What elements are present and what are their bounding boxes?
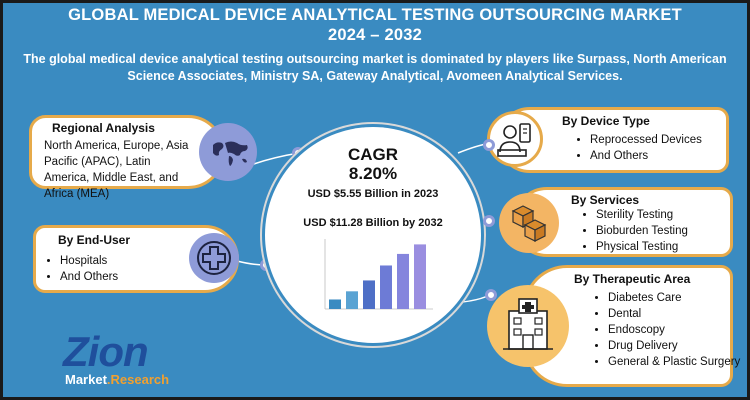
- cagr-value: 8.20%: [348, 164, 398, 183]
- therapeutic-item-dental: Dental: [608, 306, 747, 322]
- end-user-item-hospitals: Hospitals: [60, 253, 118, 269]
- end-user-title: By End-User: [58, 233, 131, 247]
- chart-bar-1: [329, 299, 341, 309]
- chart-bar-6: [414, 244, 426, 309]
- logo-research: Research: [110, 372, 170, 387]
- services-icon-circle: [499, 193, 559, 253]
- device-type-icon-circle: [487, 111, 543, 167]
- chart-bar-2: [346, 291, 358, 309]
- hospital-building-icon: [503, 298, 553, 350]
- services-item-physical: Physical Testing: [596, 239, 688, 255]
- value-2023: USD $5.55 Billion in 2023: [307, 188, 439, 200]
- chart-bar-4: [380, 265, 392, 309]
- end-user-item-others: And Others: [60, 269, 118, 285]
- therapeutic-icon-circle: [487, 285, 569, 367]
- regional-analysis-card: Regional Analysis North America, Europe,…: [29, 115, 225, 200]
- end-user-icon-circle: [189, 233, 239, 283]
- title-line-2: 2024 – 2032: [328, 26, 422, 44]
- cagr-label: CAGR: [347, 145, 399, 164]
- connector-dot-device-type: [483, 139, 495, 151]
- medical-cross-icon: [197, 241, 231, 275]
- therapeutic-item-diabetes: Diabetes Care: [608, 290, 747, 306]
- chart-bar-5: [397, 253, 409, 309]
- regional-analysis-text: North America, Europe, Asia Pacific (APA…: [44, 140, 189, 200]
- title-line-1: GLOBAL MEDICAL DEVICE ANALYTICAL TESTING…: [68, 6, 682, 24]
- device-type-item-reprocessed: Reprocessed Devices: [590, 132, 702, 148]
- connector-dot-therapeutic: [485, 289, 497, 301]
- logo-dot: .: [106, 372, 111, 387]
- therapeutic-item-drug-delivery: Drug Delivery: [608, 338, 747, 354]
- services-title: By Services: [571, 193, 640, 207]
- zion-logo: Zion: [63, 328, 149, 375]
- logo-market: Market: [65, 372, 107, 387]
- therapeutic-item-endoscopy: Endoscopy: [608, 322, 747, 338]
- device-type-title: By Device Type: [562, 114, 650, 128]
- page-subtitle: The global medical device analytical tes…: [23, 52, 727, 83]
- services-item-bioburden: Bioburden Testing: [596, 223, 688, 239]
- boxes-icon: [511, 205, 547, 242]
- chart-bar-3: [363, 280, 375, 309]
- page-title: GLOBAL MEDICAL DEVICE ANALYTICAL TESTING…: [3, 5, 747, 45]
- value-2032: USD $11.28 Billion by 2032: [303, 217, 443, 229]
- device-technician-icon: [497, 123, 531, 157]
- services-item-sterility: Sterility Testing: [596, 207, 688, 223]
- market-research-logo-text: Market.Research: [65, 372, 169, 387]
- regional-icon-circle: [199, 123, 257, 181]
- end-user-list: Hospitals And Others: [42, 253, 118, 285]
- growth-bar-chart: [324, 239, 433, 310]
- regional-analysis-title: Regional Analysis: [52, 121, 155, 135]
- device-type-item-others: And Others: [590, 148, 702, 164]
- therapeutic-item-surgery: General & Plastic Surgery: [608, 354, 747, 370]
- connector-dot-services: [483, 215, 495, 227]
- device-type-card: By Device Type Reprocessed Devices And O…: [497, 107, 729, 173]
- services-list: Sterility Testing Bioburden Testing Phys…: [578, 207, 688, 255]
- world-map-icon: [213, 141, 248, 166]
- therapeutic-area-title: By Therapeutic Area: [574, 272, 691, 286]
- device-type-list: Reprocessed Devices And Others: [572, 132, 702, 164]
- therapeutic-area-list: Diabetes Care Dental Endoscopy Drug Deli…: [590, 290, 747, 370]
